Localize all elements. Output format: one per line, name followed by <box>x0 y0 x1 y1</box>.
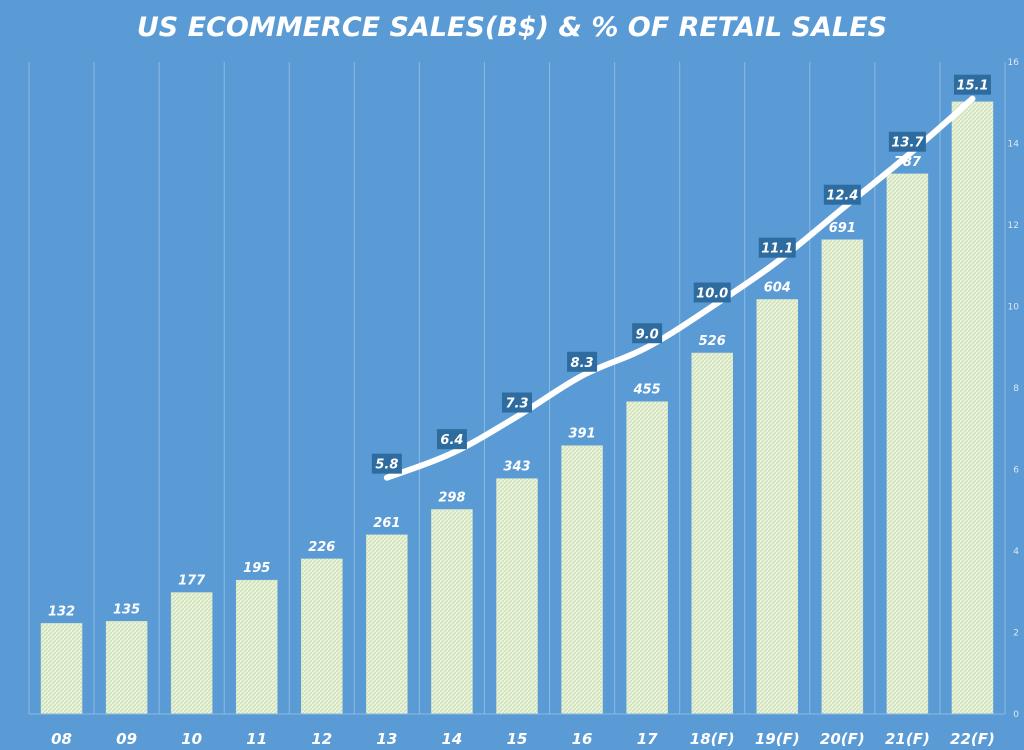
axes: 08 09 10 11 12 13 14 15 16 17 18(F) 19(F) 20(F) 21(F)… <box>29 58 1019 748</box>
percent-label-text: 8.3 <box>571 356 594 371</box>
bar <box>756 299 799 715</box>
x-tick-label: 13 <box>376 730 397 748</box>
y2-tick-label: 2 <box>1013 629 1019 639</box>
bar <box>561 445 603 715</box>
percent-label-box <box>502 392 532 413</box>
bar <box>105 621 148 715</box>
percent-label: 13.7 <box>888 131 926 152</box>
x-tick-label: 09 <box>116 730 137 748</box>
bar <box>170 592 213 715</box>
x-tick-label: 22(F) <box>950 730 995 748</box>
x-tick-label: 14 <box>441 730 462 748</box>
bar <box>366 534 408 715</box>
x-tick-label: 12 <box>311 730 332 748</box>
y2-tick-label: 10 <box>1008 303 1020 313</box>
x-tick-label: 15 <box>507 730 528 748</box>
bar-value-label: 526 <box>699 334 726 349</box>
percent-label-box <box>953 74 991 95</box>
percent-label: 8.3 <box>567 351 598 372</box>
percent-label: 11.1 <box>758 237 796 258</box>
percent-label-box <box>632 323 663 344</box>
percent-label-box <box>888 131 926 152</box>
x-tick-label: 08 <box>51 730 72 748</box>
percent-label: 10.0 <box>693 282 731 303</box>
x-tick-label: 19(F) <box>755 730 800 748</box>
percent-label-box <box>371 453 402 474</box>
bar-value-label: 298 <box>438 490 465 505</box>
bar <box>40 623 83 715</box>
y2-tick-label: 16 <box>1008 58 1020 68</box>
x-tick-label: 16 <box>572 730 593 748</box>
percent-label-text: 5.8 <box>375 458 398 473</box>
bar <box>431 509 473 715</box>
bar <box>301 558 343 715</box>
bar <box>496 478 538 715</box>
bar-value-label: 604 <box>764 280 791 295</box>
y2-tick-label: 4 <box>1013 547 1019 557</box>
percent-label-box <box>567 351 598 372</box>
percent-label-text: 15.1 <box>956 79 988 94</box>
percent-label-box <box>758 237 796 258</box>
y2-tick-label: 8 <box>1013 384 1019 394</box>
x-tick-label: 21(F) <box>885 730 930 748</box>
percent-label-text: 10.0 <box>696 287 728 302</box>
bar-value-label: 195 <box>243 561 270 576</box>
data-labels: 132 135 177 195 226 261 298 343 391 455 526 604 691 7… <box>48 74 991 619</box>
percent-label-text: 6.4 <box>440 433 463 448</box>
bar-value-label: 455 <box>633 383 661 398</box>
line-series <box>383 95 976 481</box>
bar-value-label: 391 <box>568 427 595 442</box>
bar-value-label: 177 <box>178 574 206 589</box>
bar-series <box>40 101 994 715</box>
bar <box>821 239 864 715</box>
y2-tick-label: 14 <box>1008 140 1020 150</box>
bar-value-label: 226 <box>308 540 335 555</box>
bar <box>626 401 668 715</box>
percent-label-text: 7.3 <box>505 397 528 412</box>
percent-label: 5.8 <box>371 453 402 474</box>
bar <box>691 352 733 715</box>
percent-label: 9.0 <box>632 323 663 344</box>
percent-label: 6.4 <box>436 429 467 450</box>
percent-label: 7.3 <box>502 392 532 413</box>
x-tick-label: 18(F) <box>690 730 735 748</box>
x-tick-label: 17 <box>637 730 658 748</box>
x-tick-label: 11 <box>246 730 267 748</box>
chart-title: US ECOMMERCE SALES(B$) & % OF RETAIL SAL… <box>137 12 887 43</box>
percent-label: 12.4 <box>823 184 861 205</box>
percent-label-text: 13.7 <box>891 136 924 151</box>
y2-tick-label: 12 <box>1008 221 1019 231</box>
bar <box>235 579 278 715</box>
bar-value-label: 135 <box>113 602 140 617</box>
bar-value-label: 787 <box>894 155 922 170</box>
x-tick-label: 10 <box>181 730 202 748</box>
x-tick-label: 20(F) <box>820 730 865 748</box>
gridlines <box>28 62 1006 714</box>
percent-line <box>383 95 976 481</box>
percent-label-text: 9.0 <box>636 327 659 342</box>
percent-label-box <box>823 184 861 205</box>
bar-value-label: 691 <box>829 221 856 236</box>
y2-tick-label: 0 <box>1013 710 1019 720</box>
percent-label: 15.1 <box>953 74 991 95</box>
y2-tick-label: 6 <box>1013 466 1019 476</box>
percent-label-text: 12.4 <box>826 189 858 204</box>
bar <box>951 101 994 715</box>
percent-label-text: 11.1 <box>761 242 793 257</box>
bar-value-label: 132 <box>48 604 75 619</box>
bar <box>886 173 929 715</box>
percent-label-box <box>693 282 731 303</box>
bar-value-label: 343 <box>503 460 530 475</box>
percent-label-box <box>436 429 467 450</box>
bar-value-label: 261 <box>373 516 400 531</box>
